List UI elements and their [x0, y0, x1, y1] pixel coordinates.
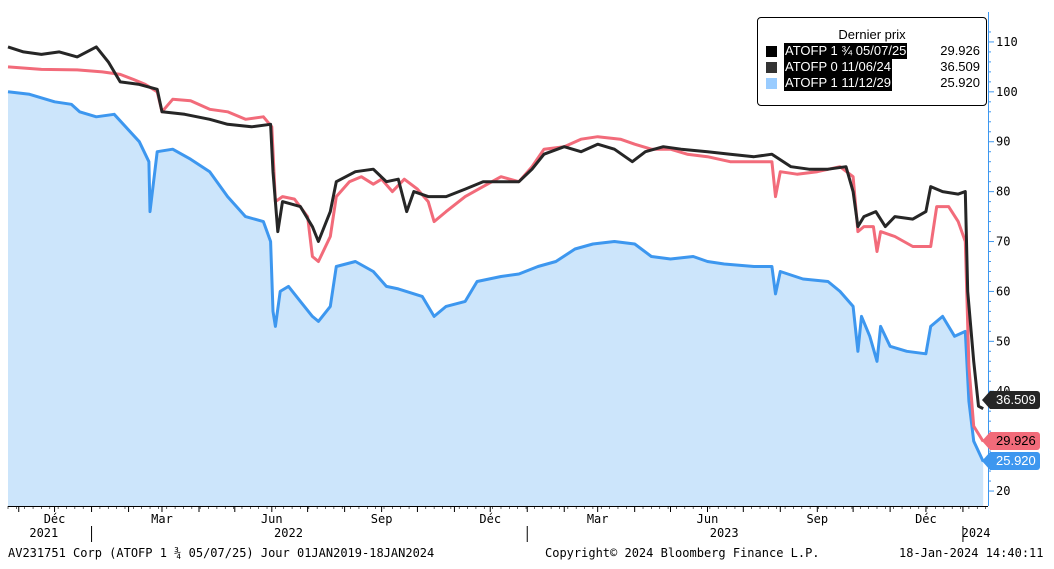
legend-entry-name: ATOFP 1 ¾ 05/07/25	[784, 43, 908, 59]
footer-copyright: Copyright© 2024 Bloomberg Finance L.P.	[545, 546, 820, 560]
legend-title: Dernier prix	[838, 27, 906, 42]
footer-security: AV231751 Corp (ATOFP 1 ¾ 05/07/25) Jour …	[8, 546, 435, 560]
x-month-label: Jun	[261, 512, 283, 526]
last-price-badge: 25.920	[982, 452, 1040, 471]
legend-entry-value: 29.926	[940, 43, 980, 58]
legend: Dernier prix ATOFP 1 ¾ 05/07/25 29.926 A…	[757, 17, 987, 106]
series-line-atofp-29	[7, 90, 985, 463]
y-tick-label: 110	[996, 35, 1018, 49]
series-line-atofp-25	[7, 65, 985, 443]
x-year-label: 2021	[29, 526, 58, 540]
legend-entry-name: ATOFP 0 11/06/24	[784, 59, 892, 75]
x-month-label: Mar	[151, 512, 173, 526]
x-month-label: Jun	[697, 512, 719, 526]
legend-swatch	[766, 78, 777, 89]
x-month-label: Sep	[806, 512, 828, 526]
legend-entry-name: ATOFP 1 11/12/29	[784, 75, 892, 91]
series-area-fill	[8, 91, 984, 507]
x-month-label: Déc	[915, 512, 937, 526]
series-layer	[7, 45, 985, 507]
y-tick-label: 70	[996, 235, 1010, 249]
footer-timestamp: 18-Jan-2024 14:40:11	[899, 546, 1044, 560]
series-line-atofp-24	[7, 45, 984, 411]
x-month-label: Sep	[371, 512, 393, 526]
last-price-badge: 29.926	[982, 431, 1040, 450]
legend-swatch	[766, 62, 777, 73]
legend-entry: ATOFP 1 ¾ 05/07/25 29.926	[766, 43, 986, 59]
y-tick-label: 60	[996, 284, 1010, 298]
y-tick-label: 20	[996, 484, 1010, 498]
last-price-badge: 36.509	[982, 390, 1040, 409]
x-month-label: Déc	[44, 512, 66, 526]
y-tick-label: 100	[996, 85, 1018, 99]
y-tick-label: 80	[996, 185, 1010, 199]
y-tick-label: 50	[996, 334, 1010, 348]
legend-entry-value: 25.920	[940, 75, 980, 90]
x-month-label: Mar	[587, 512, 609, 526]
x-year-label: 2023	[710, 526, 739, 540]
y-tick-label: 90	[996, 135, 1010, 149]
legend-entry: ATOFP 1 11/12/29 25.920	[766, 75, 986, 91]
x-year-label: 2022	[274, 526, 303, 540]
x-month-label: Déc	[479, 512, 501, 526]
legend-swatch	[766, 46, 777, 57]
legend-entry: ATOFP 0 11/06/24 36.509	[766, 59, 986, 75]
legend-entry-value: 36.509	[940, 59, 980, 74]
x-year-label: 2024	[962, 526, 991, 540]
